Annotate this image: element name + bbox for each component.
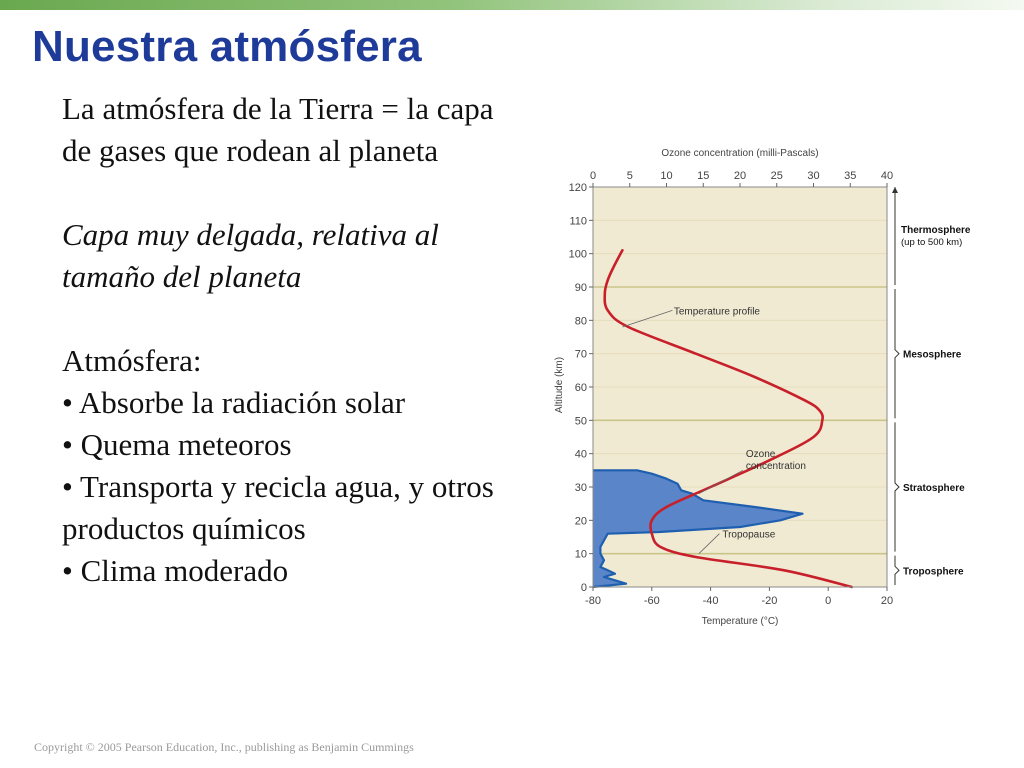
layer-sublabel: (up to 500 km) bbox=[901, 237, 962, 248]
y-tick-label: 100 bbox=[569, 249, 587, 261]
annotation-leader bbox=[622, 309, 673, 328]
arrow-up-icon bbox=[892, 187, 898, 193]
y-tick-label: 0 bbox=[581, 582, 587, 594]
annotation-label: Temperature profile bbox=[674, 306, 761, 317]
layer-bracket bbox=[894, 555, 900, 585]
top-tick-label: 40 bbox=[881, 170, 893, 182]
annotation-leader bbox=[698, 469, 744, 495]
top-tick-label: 25 bbox=[771, 170, 783, 182]
temperature-profile-line bbox=[603, 249, 853, 589]
bullet-item: • Quema meteoros bbox=[62, 427, 292, 462]
top-tick-label: 10 bbox=[660, 170, 672, 182]
y-tick-label: 110 bbox=[569, 215, 587, 227]
bullet-item: • Absorbe la radiación solar bbox=[62, 385, 406, 420]
layer-label: Mesosphere bbox=[903, 350, 962, 361]
atmosphere-profile-chart: 0 10 20 30 40 50 60 70 80 90 100 110 120 Altitude (km… bbox=[550, 140, 990, 640]
layer-label: Troposphere bbox=[903, 566, 964, 577]
bottom-tick-label: -80 bbox=[585, 595, 601, 607]
y-tick-label: 60 bbox=[575, 382, 587, 394]
y-tick-label: 50 bbox=[575, 415, 587, 427]
bottom-tick-label: -60 bbox=[644, 595, 660, 607]
list-heading: Atmósfera: bbox=[62, 343, 202, 378]
intro-line-1: La atmósfera de la Tierra = la capa bbox=[62, 91, 494, 126]
bottom-axis-title: Temperature (°C) bbox=[702, 616, 779, 627]
bottom-tick-label: -20 bbox=[761, 595, 777, 607]
note-line-2: tamaño del planeta bbox=[62, 259, 302, 294]
ozone-outline bbox=[592, 469, 804, 589]
annotation-leader bbox=[698, 533, 720, 554]
intro-line-2: de gases que rodean al planeta bbox=[62, 133, 439, 168]
layer-label: Thermosphere bbox=[901, 225, 971, 236]
bottom-tick-label: 20 bbox=[881, 595, 893, 607]
bullet-item: • Transporta y recicla agua, y otros bbox=[62, 469, 494, 504]
bottom-tick-label: 0 bbox=[825, 595, 831, 607]
y-tick-label: 90 bbox=[575, 282, 587, 294]
y-tick-label: 80 bbox=[575, 315, 587, 327]
y-axis-title: Altitude (km) bbox=[554, 357, 565, 413]
top-tick-label: 20 bbox=[734, 170, 746, 182]
annotation-label: concentration bbox=[746, 461, 806, 472]
note-line-1: Capa muy delgada, relativa al bbox=[62, 217, 439, 252]
y-tick-label: 120 bbox=[569, 182, 587, 194]
top-tick-label: 15 bbox=[697, 170, 709, 182]
bottom-tick-label: -40 bbox=[703, 595, 719, 607]
top-tick-label: 30 bbox=[807, 170, 819, 182]
y-tick-label: 20 bbox=[575, 515, 587, 527]
annotation-label: Tropopause bbox=[722, 530, 775, 541]
layer-bracket bbox=[894, 289, 900, 419]
bullet-item: • Clima moderado bbox=[62, 553, 289, 588]
slide-body: La atmósfera de la Tierra = la capa de g… bbox=[62, 88, 562, 592]
copyright-notice: Copyright © 2005 Pearson Education, Inc.… bbox=[34, 740, 414, 754]
slide-title: Nuestra atmósfera bbox=[32, 22, 422, 71]
top-accent-bar bbox=[0, 0, 1024, 10]
top-tick-label: 0 bbox=[590, 170, 596, 182]
bullet-item-continuation: productos químicos bbox=[62, 511, 306, 546]
top-tick-label: 5 bbox=[627, 170, 633, 182]
layer-label: Stratosphere bbox=[903, 483, 965, 494]
annotation-label: Ozone bbox=[746, 449, 776, 460]
top-tick-label: 35 bbox=[844, 170, 856, 182]
top-axis-title: Ozone concentration (milli-Pascals) bbox=[661, 148, 818, 159]
y-tick-label: 30 bbox=[575, 482, 587, 494]
y-tick-label: 40 bbox=[575, 449, 587, 461]
layer-bracket bbox=[894, 422, 900, 552]
y-tick-label: 10 bbox=[575, 549, 587, 561]
y-tick-label: 70 bbox=[575, 349, 587, 361]
